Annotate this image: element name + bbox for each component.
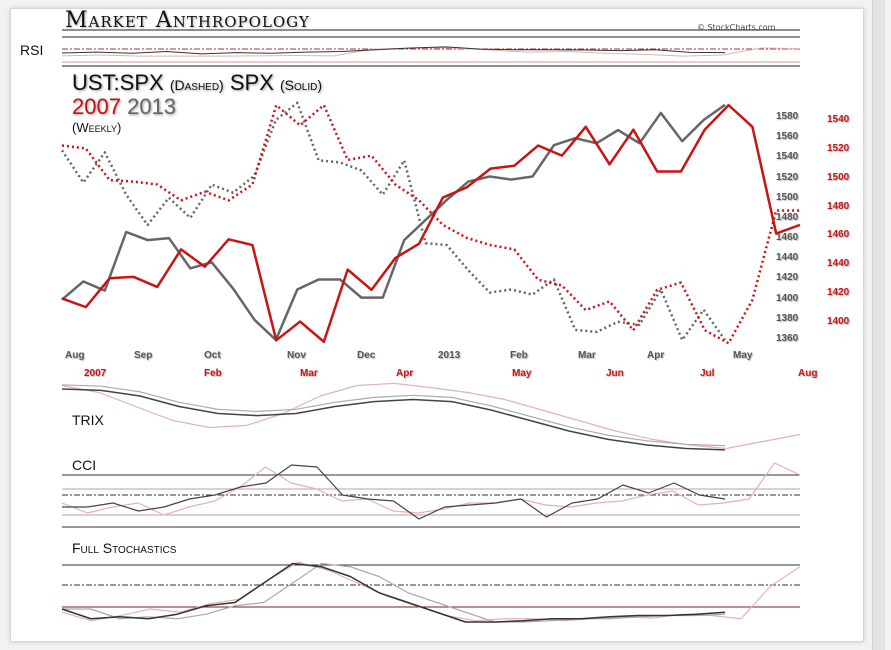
chart-years: 2007 2013	[72, 94, 176, 120]
y-tick-gray: 1560	[776, 131, 799, 143]
y-tick-gray: 1380	[776, 312, 799, 324]
y-tick-gray: 1400	[776, 292, 799, 304]
chart-period: (Weekly)	[72, 120, 122, 135]
x-tick-2007: Feb	[204, 368, 222, 379]
title-solid: (Solid)	[280, 77, 323, 93]
y-tick-gray: 1580	[776, 111, 799, 122]
x-tick-2013: Dec	[357, 350, 376, 361]
series-spx-2013	[61, 103, 726, 342]
x-tick-2007: Jun	[606, 368, 624, 379]
y-tick-gray: 1360	[776, 333, 799, 344]
y-tick-red: 1480	[827, 200, 850, 212]
x-tick-2013: Apr	[647, 350, 665, 361]
trix-2007-line	[61, 382, 801, 450]
y-tick-gray: 1460	[776, 232, 799, 244]
y-tick-red: 1520	[827, 142, 850, 154]
chart-title: UST:SPX (Dashed) SPX (Solid)	[72, 70, 322, 96]
x-tick-2007: Mar	[300, 368, 318, 379]
x-tick-2013: Nov	[287, 350, 306, 361]
rsi-2007-line	[61, 47, 801, 57]
series-ust-spx-2013	[60, 101, 727, 342]
y-tick-red: 1540	[827, 114, 850, 125]
trix-2013-line	[61, 388, 726, 451]
title-ust: UST:SPX	[72, 70, 164, 95]
year-2007: 2007	[72, 94, 121, 119]
brand-logo: Market Anthropology	[65, 8, 310, 33]
y-tick-red: 1500	[827, 171, 850, 183]
rsi-2013-line	[61, 46, 726, 55]
rsi-label: RSI	[20, 42, 44, 58]
cci-2013-line	[62, 464, 726, 520]
x-tick-2013: Oct	[204, 350, 221, 361]
cci-2007-line	[61, 462, 801, 516]
stoch-2013-line	[61, 562, 726, 623]
y-tick-gray: 1420	[776, 272, 799, 284]
y-tick-gray: 1440	[776, 252, 799, 264]
y-tick-gray: 1540	[776, 151, 799, 163]
title-spx: SPX	[229, 70, 274, 95]
x-tick-2007: Aug	[798, 368, 818, 379]
x-tick-2013: Feb	[510, 350, 528, 361]
x-tick-2013: Aug	[65, 350, 85, 361]
x-tick-2007: 2007	[84, 368, 107, 379]
stoch-2007-line	[61, 561, 801, 622]
y-tick-red: 1440	[827, 258, 850, 270]
x-tick-2007: May	[512, 368, 532, 379]
x-tick-2013: May	[733, 350, 753, 361]
trix-2013-signal	[61, 384, 726, 447]
y-tick-red: 1460	[827, 229, 850, 241]
x-tick-2007: Apr	[396, 368, 414, 379]
series-spx-2007	[61, 103, 801, 344]
x-tick-2013: 2013	[438, 350, 461, 361]
y-tick-gray: 1520	[776, 171, 799, 183]
x-tick-2013: Mar	[578, 350, 596, 361]
trix-label: TRIX	[72, 412, 104, 428]
scrollbar[interactable]	[872, 0, 885, 650]
title-dashed: (Dashed)	[169, 77, 224, 93]
stoch-2013-signal	[62, 562, 726, 623]
x-tick-2013: Sep	[134, 350, 153, 361]
series-ust-spx-2007	[61, 103, 800, 345]
y-tick-gray: 1500	[776, 191, 799, 203]
stockcharts-credit: © StockCharts.com	[697, 23, 776, 32]
stoch-label: Full Stochastics	[72, 540, 177, 556]
year-2013: 2013	[127, 94, 177, 119]
y-tick-red: 1400	[827, 316, 850, 327]
x-tick-2007: Jul	[700, 368, 715, 379]
y-tick-red: 1420	[827, 287, 850, 299]
y-tick-gray: 1480	[776, 211, 799, 223]
cci-label: CCI	[72, 457, 97, 473]
